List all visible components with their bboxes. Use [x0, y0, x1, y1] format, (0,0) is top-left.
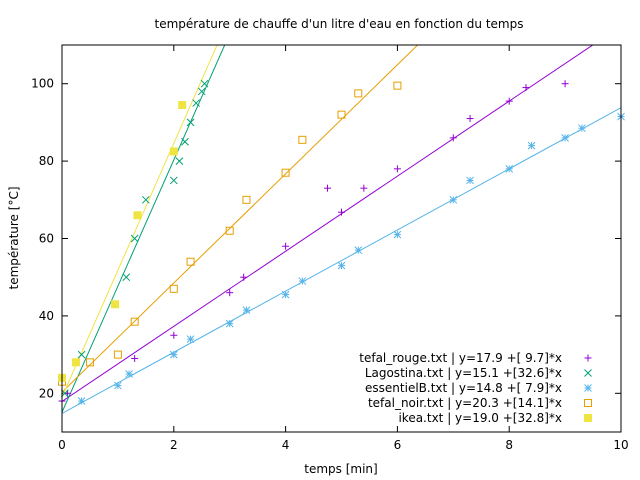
data-point [527, 141, 536, 150]
data-point [85, 358, 94, 367]
data-point [281, 168, 290, 177]
data-point [281, 290, 290, 299]
data-point [125, 370, 133, 378]
plot-frame [61, 44, 622, 433]
data-point [298, 277, 307, 285]
data-point [226, 289, 234, 297]
data-point [449, 134, 457, 142]
data-point [77, 397, 86, 405]
legend-label: tefal_rouge.txt | y=17.9 +[ 9.7]*x [359, 351, 562, 365]
data-point [169, 176, 178, 185]
fit-line [62, 45, 226, 413]
y-tick-label: 100 [31, 77, 54, 91]
x-tick-label: 6 [394, 438, 402, 452]
data-point [578, 124, 586, 133]
y-axis-label: température [°C] [7, 187, 21, 290]
x-tick-label: 4 [282, 438, 290, 452]
data-point [449, 195, 458, 204]
data-point [186, 118, 195, 127]
fit-lines [62, 45, 621, 414]
legend-marker [584, 414, 592, 422]
data-point [505, 97, 513, 105]
data-point [141, 195, 150, 204]
fit-line [62, 45, 218, 398]
data-point [225, 226, 234, 235]
data-point [242, 306, 251, 314]
y-tick-label: 40 [39, 309, 54, 323]
data-point [178, 100, 187, 109]
data-point [175, 157, 184, 165]
legend-label: Lagostina.txt | y=15.1 +[32.6]*x [365, 366, 562, 380]
data-point [113, 350, 122, 359]
data-point [505, 164, 514, 173]
legend-marker [584, 384, 592, 392]
y-tick-label: 20 [39, 386, 54, 400]
data-point [130, 317, 139, 326]
legend-label: essentielB.txt | y=14.8 +[ 7.9]*x [365, 381, 562, 395]
chart-title: température de chauffe d'un litre d'eau … [155, 17, 524, 31]
data-point [192, 99, 201, 107]
data-point [169, 147, 178, 156]
legend-label: ikea.txt | y=19.0 +[32.8]*x [398, 411, 562, 425]
y-tick-label: 80 [39, 154, 54, 168]
data-point [298, 135, 307, 144]
legend-label: tefal_noir.txt | y=20.3 +[14.1]*x [368, 396, 562, 410]
data-point [393, 81, 402, 90]
data-point [181, 137, 189, 146]
legend: tefal_rouge.txt | y=17.9 +[ 9.7]*xLagost… [359, 351, 592, 425]
data-point [122, 273, 131, 282]
fit-line [62, 107, 621, 414]
data-point [170, 331, 178, 339]
data-point [522, 84, 530, 92]
data-point [466, 176, 474, 185]
data-point [393, 165, 401, 173]
legend-marker [584, 399, 592, 407]
legend-marker [584, 354, 592, 362]
data-point [111, 300, 120, 309]
data-point [337, 261, 346, 270]
x-tick-label: 0 [58, 438, 66, 452]
data-point [197, 87, 206, 96]
data-point [393, 230, 402, 239]
data-point [200, 79, 209, 88]
x-tick-label: 10 [613, 438, 628, 452]
x-tick-label: 8 [505, 438, 513, 452]
data-point [242, 195, 251, 204]
data-point [131, 354, 139, 362]
y-tick-label: 60 [39, 232, 54, 246]
data-point [466, 115, 474, 123]
x-tick-label: 2 [170, 438, 178, 452]
data-point [133, 211, 142, 220]
data-point [354, 246, 363, 254]
data-point [114, 381, 122, 390]
data-point [324, 184, 332, 192]
x-axis-label: temps [min] [304, 462, 377, 476]
legend-marker [584, 369, 592, 377]
data-point [77, 350, 86, 359]
data-point [360, 184, 368, 192]
data-point [338, 208, 345, 216]
data-point [186, 335, 195, 343]
data-point [130, 234, 139, 243]
data-point [561, 80, 569, 88]
data-point [337, 110, 346, 119]
data-point [225, 319, 234, 328]
data-point [169, 350, 178, 359]
data-point [354, 89, 363, 98]
data-point [561, 134, 569, 142]
data-point [186, 257, 195, 266]
data-point [169, 284, 178, 293]
fit-line [62, 45, 419, 393]
data-point [282, 242, 290, 250]
data-point [71, 358, 80, 367]
data-point [240, 273, 248, 281]
